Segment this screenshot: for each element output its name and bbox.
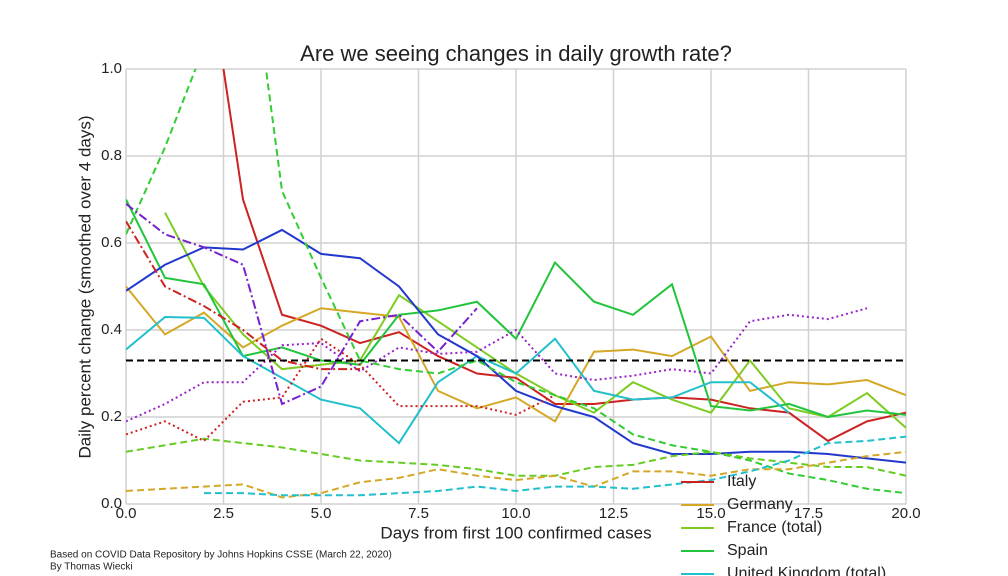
y-tick-label: 0.6 bbox=[101, 234, 122, 251]
x-tick-label: 0.0 bbox=[116, 505, 137, 522]
x-tick-label: 10.0 bbox=[501, 505, 530, 522]
x-tick-label: 15.0 bbox=[696, 505, 725, 522]
legend-label: Germany bbox=[727, 496, 793, 513]
series-line bbox=[126, 199, 906, 419]
legend-label: Italy bbox=[727, 473, 756, 490]
series-line bbox=[126, 307, 868, 423]
x-tick-label: 17.5 bbox=[794, 505, 823, 522]
y-tick-label: 0.2 bbox=[101, 408, 122, 425]
x-tick-label: 12.5 bbox=[599, 505, 628, 522]
series-line bbox=[126, 228, 906, 464]
x-tick-label: 5.0 bbox=[311, 505, 332, 522]
footnote: By Thomas Wiecki bbox=[50, 562, 133, 573]
series-line bbox=[126, 285, 906, 423]
series-line bbox=[204, 435, 906, 497]
x-tick-label: 20.0 bbox=[891, 505, 920, 522]
y-tick-label: 0.4 bbox=[101, 321, 122, 338]
footnote: Based on COVID Data Repository by Johns … bbox=[50, 550, 392, 561]
series-line bbox=[164, 212, 906, 429]
legend-label: Spain bbox=[727, 542, 768, 559]
y-tick-label: 1.0 bbox=[101, 60, 122, 77]
chart-title: Are we seeing changes in daily growth ra… bbox=[300, 41, 732, 66]
series-line bbox=[126, 220, 360, 371]
x-axis-label: Days from first 100 confirmed cases bbox=[380, 523, 651, 542]
y-tick-label: 0.0 bbox=[101, 495, 122, 512]
series-line bbox=[126, 203, 478, 406]
plot-area bbox=[126, 69, 906, 499]
legend-label: United Kingdom (total) bbox=[727, 565, 886, 576]
series-line bbox=[126, 315, 790, 445]
y-tick-label: 0.8 bbox=[101, 147, 122, 164]
series-line bbox=[126, 450, 906, 499]
legend-label: France (total) bbox=[727, 519, 822, 536]
y-axis-label: Daily percent change (smoothed over 4 da… bbox=[75, 115, 94, 458]
x-tick-label: 7.5 bbox=[408, 505, 429, 522]
series-line bbox=[222, 69, 906, 443]
x-tick-label: 2.5 bbox=[213, 505, 234, 522]
